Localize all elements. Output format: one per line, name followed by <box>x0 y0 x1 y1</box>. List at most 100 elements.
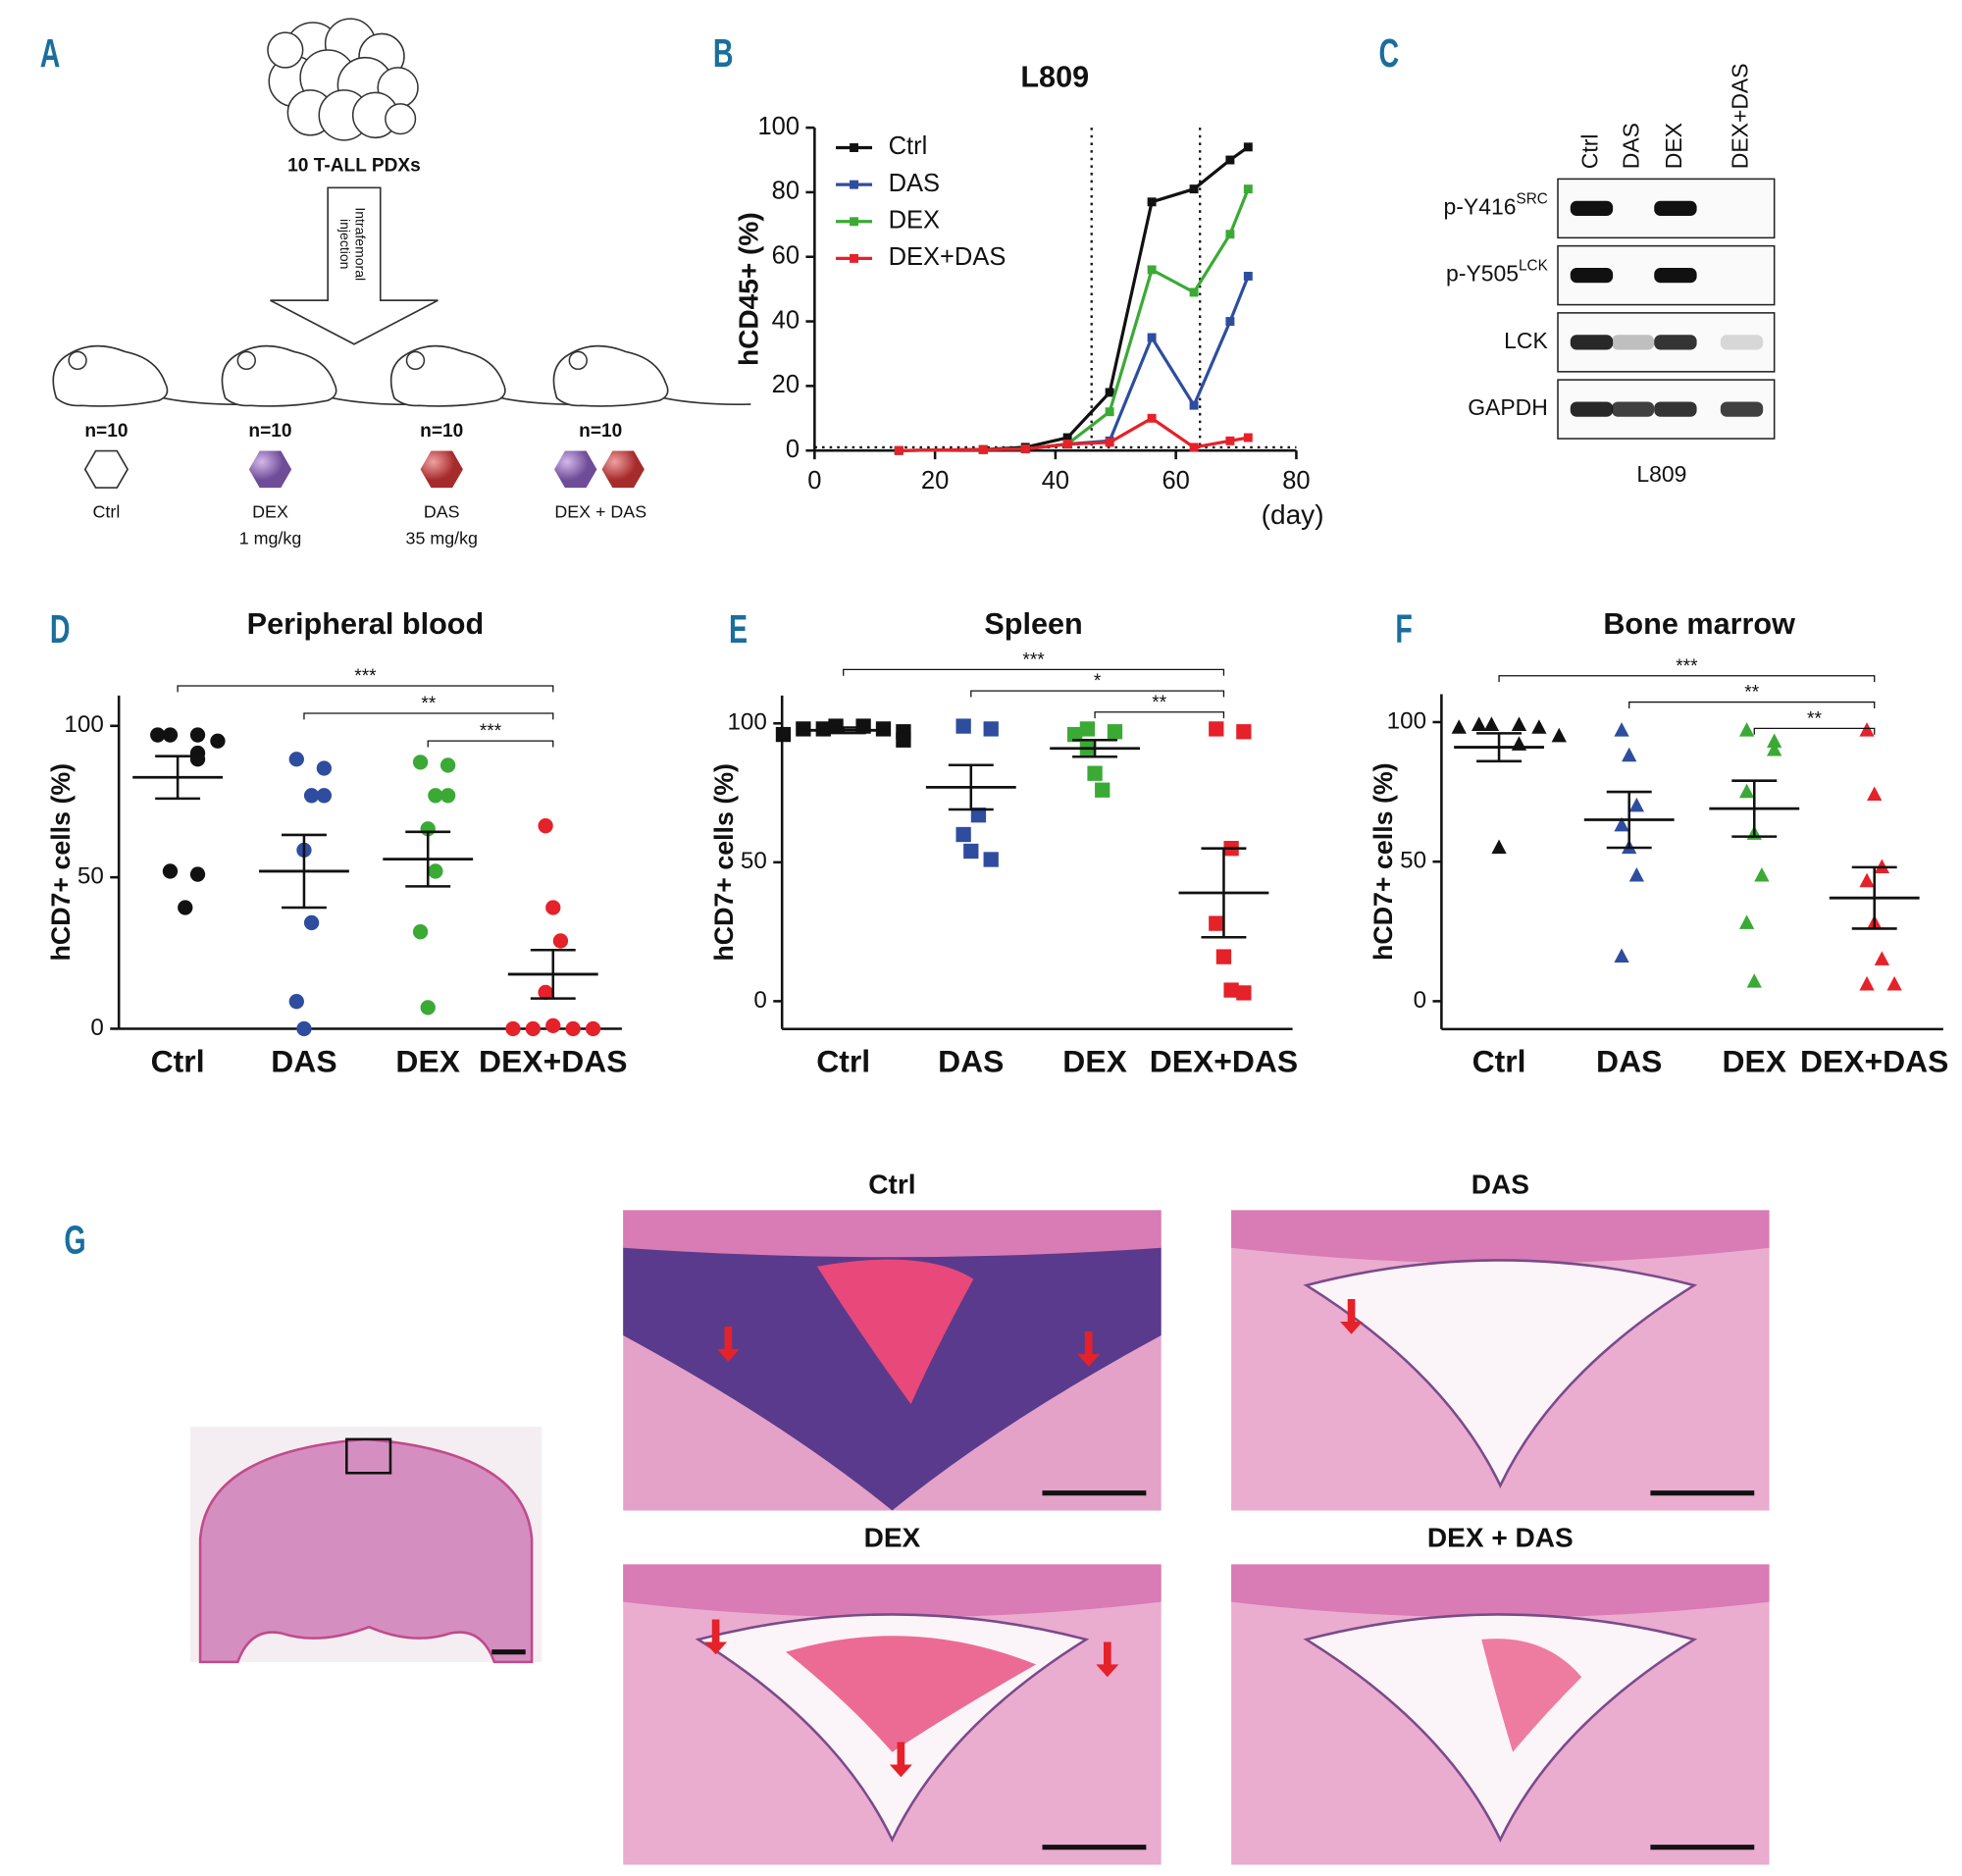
point <box>1628 866 1645 882</box>
red-arrow <box>716 1327 740 1362</box>
point <box>1738 914 1755 929</box>
category-label: DAS <box>938 1044 1004 1079</box>
point <box>1859 722 1875 737</box>
mouse-ear <box>405 350 426 371</box>
point <box>162 863 179 879</box>
point <box>1551 727 1567 743</box>
point <box>178 900 193 915</box>
point <box>1189 443 1199 452</box>
mouse-ear <box>236 350 256 371</box>
significance-label: *** <box>1022 651 1045 671</box>
point <box>1483 716 1500 731</box>
mouse-ear <box>568 350 588 371</box>
blot-band <box>1570 267 1614 284</box>
row-label: p-Y505LCK <box>1446 258 1549 287</box>
point <box>1062 440 1072 449</box>
point <box>1614 948 1629 964</box>
red-arrow <box>1077 1331 1101 1367</box>
point <box>1243 184 1253 194</box>
infiltrate <box>623 1247 1162 1511</box>
point <box>1209 915 1224 931</box>
point <box>412 755 429 770</box>
y-tick-label: 60 <box>772 241 800 269</box>
significance-label: ** <box>1744 683 1759 704</box>
point <box>538 818 553 834</box>
x-tick-label: 40 <box>1042 467 1069 495</box>
significance-label: ** <box>1152 693 1166 713</box>
y-tick-label: 40 <box>772 306 800 334</box>
mouse <box>552 344 751 407</box>
point <box>1067 726 1083 743</box>
bone-layer <box>623 1210 1162 1264</box>
dot-plot: Spleen hCD7+ cells (%) 0 50 100 Ctrl DAS DEX DEX… <box>709 607 1298 1079</box>
panel-c: Ctrl DAS DEX DEX+DASp-Y416SRCp-Y505LCKLCKGA… <box>1444 63 1776 487</box>
chart-title: L809 <box>1020 60 1089 93</box>
point <box>428 863 443 879</box>
point <box>303 914 320 931</box>
category-label: Ctrl <box>816 1044 870 1079</box>
series-line <box>899 275 1250 452</box>
point <box>983 852 999 867</box>
y-tick-label: 80 <box>772 178 800 205</box>
rbc-cluster <box>786 1636 1037 1752</box>
significance-bracket <box>843 668 1225 676</box>
row-label-sup: SRC <box>1517 190 1548 207</box>
point <box>552 933 569 949</box>
point <box>1236 985 1252 1001</box>
significance-bracket <box>1094 711 1225 719</box>
drug-hexagon <box>601 450 645 489</box>
point <box>1147 197 1157 207</box>
point <box>189 752 206 767</box>
injection-arrow <box>270 186 439 345</box>
point <box>1614 816 1629 832</box>
blot-band <box>1570 200 1614 217</box>
point <box>1738 722 1755 737</box>
point <box>439 788 456 804</box>
point <box>1886 975 1902 991</box>
point <box>775 726 792 743</box>
point <box>1107 724 1123 740</box>
point <box>1236 724 1252 740</box>
blot-band <box>1720 335 1764 350</box>
cell <box>267 31 304 69</box>
legend-label: DEX <box>889 207 940 234</box>
ventricle-space <box>1303 1613 1698 1843</box>
point <box>1867 786 1883 802</box>
significance-label: *** <box>354 666 377 687</box>
point <box>1189 287 1199 297</box>
drug-hexagon <box>83 449 129 489</box>
point <box>189 866 206 882</box>
point <box>1767 742 1782 756</box>
x-tick-label: 80 <box>1282 467 1310 495</box>
significance-label: * <box>1094 671 1102 692</box>
y-tick-label: 50 <box>77 863 104 890</box>
lane-label: DEX+DAS <box>1728 63 1753 169</box>
brain-section <box>198 1437 534 1664</box>
point <box>565 1020 581 1037</box>
blot-band <box>1654 267 1697 284</box>
inset-box <box>345 1437 392 1475</box>
group-name: DEX <box>252 502 288 522</box>
lane-label: DEX <box>1661 123 1686 169</box>
y-tick-label: 50 <box>1400 848 1426 874</box>
image-title: DAS <box>1472 1170 1529 1200</box>
legend-label: DAS <box>889 170 940 197</box>
point <box>896 732 911 748</box>
arrow-label: Intrafemoral <box>352 207 368 281</box>
group-n: n=10 <box>248 421 291 442</box>
point <box>303 788 320 804</box>
category-label: Ctrl <box>151 1044 205 1079</box>
point <box>1243 433 1253 443</box>
point <box>796 721 811 737</box>
panel-letter: C <box>1379 31 1400 76</box>
point <box>1095 782 1110 798</box>
point <box>978 444 988 454</box>
image-title: Ctrl <box>868 1170 915 1200</box>
point <box>1079 721 1096 737</box>
point <box>1859 975 1875 991</box>
legend-marker <box>850 253 858 263</box>
point <box>963 843 979 860</box>
chart-title: Bone marrow <box>1603 607 1795 641</box>
significance-label: ** <box>421 694 436 714</box>
drug-hexagon <box>248 450 292 489</box>
